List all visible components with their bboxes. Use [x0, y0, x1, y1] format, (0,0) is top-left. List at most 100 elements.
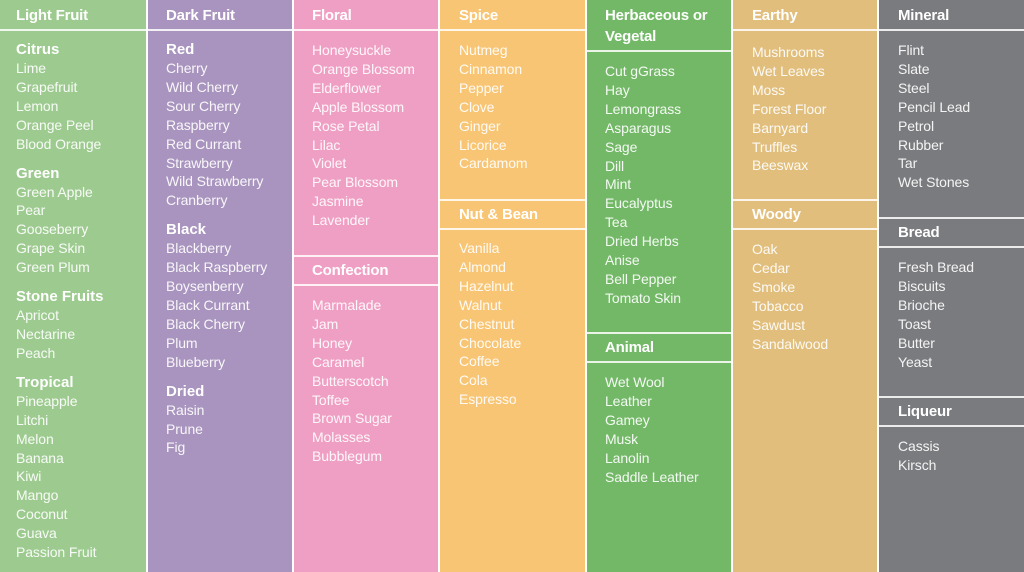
aroma-item: Asparagus [605, 119, 672, 136]
subcategory-title: Dried [166, 382, 205, 400]
subcategory-group: Green Green Apple Pear Gooseberry Grape Skin… [16, 164, 146, 278]
aroma-item: Caramel [312, 353, 365, 370]
subcategory-title: Tropical [16, 373, 74, 391]
aroma-item: Molasses [312, 429, 371, 446]
aroma-item: Toffee [312, 391, 350, 408]
aroma-item: Orange Peel [16, 116, 94, 133]
subcategory-title: Red [166, 41, 195, 58]
aroma-item: Gooseberry [16, 221, 89, 238]
aroma-item: Tar [898, 155, 918, 172]
header-dark-fruit: Dark Fruit [166, 7, 235, 24]
aroma-item: Litchi [16, 411, 49, 428]
nut-bean-body: Vanilla Almond Hazelnut Walnut Chestnut Choco… [440, 239, 585, 409]
divider [440, 199, 585, 201]
aroma-item: Nutmeg [459, 42, 508, 58]
aroma-item: Cola [459, 372, 488, 389]
header-earthy: Earthy [752, 7, 798, 24]
aroma-item: Fig [166, 439, 186, 456]
aroma-item: Pear Blossom [312, 174, 398, 191]
aroma-item: Raspberry [166, 116, 230, 133]
column-dark-fruit: Dark Fruit Red Cherry Wild Cherry Sour Cher… [148, 0, 292, 572]
divider [440, 228, 585, 230]
aroma-item: Jasmine [312, 193, 364, 210]
aroma-item: Clove [459, 98, 495, 115]
aroma-item: Kiwi [16, 468, 42, 485]
aroma-item: Tomato Skin [605, 289, 681, 306]
subcategory-title: Citrus [16, 41, 60, 58]
divider [440, 29, 585, 31]
animal-body: Wet Wool Leather Gamey Musk Lanolin Saddle Le… [587, 373, 731, 486]
aroma-item: Cut gGrass [605, 63, 675, 79]
divider [733, 199, 877, 201]
light-fruit-body: Citrus Lime Grapefruit Lemon Orange Peel Bloo… [0, 40, 146, 572]
divider [733, 29, 877, 31]
divider [879, 425, 1024, 427]
aroma-item: Boysenberry [166, 278, 244, 295]
aroma-item: Guava [16, 525, 57, 542]
aroma-item: Nectarine [16, 325, 76, 342]
aroma-item: Wet Leaves [752, 62, 825, 79]
aroma-item: Plum [166, 334, 198, 351]
aroma-item: Apricot [16, 307, 59, 324]
subcategory-title: Stone Fruits [16, 288, 104, 306]
subcategory-group: Citrus Lime Grapefruit Lemon Orange Peel Bloo… [16, 40, 146, 154]
aroma-item: Walnut [459, 296, 502, 313]
divider [879, 396, 1024, 398]
header-confection: Confection [312, 261, 389, 279]
aroma-item: Tea [605, 214, 628, 231]
aroma-item: Musk [605, 430, 639, 447]
aroma-item: Cassis [898, 438, 940, 454]
aroma-item: Brown Sugar [312, 410, 392, 427]
aroma-item: Lanolin [605, 449, 650, 466]
aroma-item: Passion Fruit [16, 544, 97, 561]
aroma-item: Truffles [752, 138, 798, 155]
header-spice: Spice [459, 7, 499, 24]
aroma-item: Sour Cherry [166, 97, 241, 114]
aroma-item: Black Cherry [166, 315, 245, 332]
aroma-item: Green Apple [16, 183, 93, 200]
aroma-item: Jam [312, 315, 339, 332]
aroma-item: Cinnamon [459, 60, 523, 77]
column-mineral: Mineral Flint Slate Steel Pencil Lead Petrol… [879, 0, 1024, 572]
aroma-item: Cherry [166, 60, 208, 76]
divider [0, 29, 146, 31]
aroma-item: Dill [605, 157, 625, 174]
aroma-item: Steel [898, 79, 930, 96]
divider [587, 332, 731, 334]
aroma-item: Ginger [459, 117, 501, 134]
aroma-item: Vanilla [459, 240, 500, 256]
aroma-item: Prune [166, 420, 203, 437]
column-light-fruit: Light Fruit Citrus Lime Grapefruit Lemon Ora… [0, 0, 146, 572]
column-spice: Spice Nutmeg Cinnamon Pepper Clove Ginger Lic… [440, 0, 585, 572]
aroma-item: Brioche [898, 296, 945, 313]
mineral-body: Flint Slate Steel Pencil Lead Petrol Rubber Ta… [879, 41, 1024, 192]
aroma-item: Eucalyptus [605, 195, 673, 212]
divider [879, 29, 1024, 31]
aroma-item: Blood Orange [16, 135, 102, 152]
spice-body: Nutmeg Cinnamon Pepper Clove Ginger Licorice C… [440, 41, 585, 173]
aroma-item: Banana [16, 449, 64, 466]
woody-body: Oak Cedar Smoke Tobacco Sawdust Sandalwood [733, 240, 877, 353]
aroma-item: Lilac [312, 136, 341, 153]
aroma-item: Grape Skin [16, 240, 86, 257]
aroma-item: Mushrooms [752, 44, 825, 60]
divider [879, 217, 1024, 219]
aroma-item: Saddle Leather [605, 468, 699, 485]
aroma-item: Biscuits [898, 277, 946, 294]
aroma-item: Bubblegum [312, 448, 382, 465]
aroma-item: Coffee [459, 353, 500, 370]
aroma-item: Mango [16, 487, 59, 504]
aroma-item: Green Plum [16, 259, 90, 276]
aroma-item: Moss [752, 81, 786, 98]
aroma-item: Gamey [605, 411, 650, 428]
aroma-item: Anise [605, 252, 640, 269]
aroma-item: Cranberry [166, 192, 228, 209]
subcategory-group: Red Cherry Wild Cherry Sour Cherry Raspberry… [166, 40, 292, 210]
divider [733, 228, 877, 230]
aroma-item: Flint [898, 42, 924, 58]
column-floral: Floral Honeysuckle Orange Blossom Elderflo… [294, 0, 438, 572]
aroma-item: Espresso [459, 391, 517, 408]
header-mineral: Mineral [898, 7, 950, 24]
divider [294, 255, 438, 257]
aroma-item: Fresh Bread [898, 259, 974, 275]
